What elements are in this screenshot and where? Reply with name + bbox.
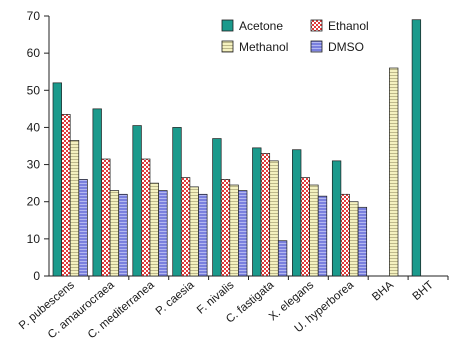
x-category-label: C. amaurocraea — [46, 279, 117, 342]
bar-acetone-u-hyperborea — [331, 160, 342, 277]
bar-acetone-c-fastigata — [252, 147, 262, 277]
bar-acetone-bht — [411, 19, 422, 277]
y-tick-label: 0 — [33, 269, 40, 283]
bar-methanol-p-pubescens — [69, 140, 80, 277]
bar-ethanol-u-hyperborea — [340, 193, 350, 277]
y-tick-label: 50 — [27, 83, 41, 97]
legend-swatch-acetone — [221, 19, 234, 32]
x-category-label: BHA — [370, 279, 396, 304]
bar-dmso-p-caesia — [198, 193, 208, 277]
bar-dmso-c-mediterranea — [158, 190, 168, 277]
bar-ethanol-f-nivalis — [220, 179, 231, 277]
bar-methanol-c-fastigata — [269, 160, 279, 277]
bar-dmso-u-hyperborea — [357, 206, 368, 277]
bar-ethanol-c-mediterranea — [141, 158, 151, 277]
bar-acetone-p-caesia — [172, 127, 182, 277]
bars — [52, 19, 449, 280]
legend-swatch-ethanol — [310, 19, 323, 32]
legend-label-acetone: Acetone — [239, 19, 283, 33]
bar-acetone-c-amaurocraea — [92, 108, 102, 277]
legend: Acetone Ethanol Methanol DMSO — [221, 19, 369, 54]
bar-acetone-c-mediterranea — [132, 125, 142, 277]
y-tick-label: 10 — [27, 232, 41, 246]
bar-dmso-f-nivalis — [238, 190, 248, 277]
bar-methanol-u-hyperborea — [349, 201, 359, 277]
bar-ethanol-c-amaurocraea — [101, 158, 111, 277]
bar-methanol-c-amaurocraea — [109, 190, 120, 277]
y-tick-label: 60 — [27, 46, 41, 60]
bar-acetone-p-pubescens — [52, 82, 62, 277]
bar-methanol-f-nivalis — [229, 184, 239, 277]
x-category-label: P. caesia — [154, 279, 197, 318]
bar-ethanol-c-fastigata — [260, 153, 271, 277]
bar-ethanol-p-caesia — [180, 177, 191, 277]
bar-methanol-p-caesia — [189, 186, 199, 277]
bar-ethanol-x-elegans — [300, 177, 310, 277]
x-category-label: C. mediterranea — [86, 279, 157, 342]
y-tick-label: 20 — [27, 195, 41, 209]
y-tick-label: 40 — [27, 120, 41, 134]
bar-dmso-c-fastigata — [277, 240, 288, 277]
bar-ethanol-p-pubescens — [61, 114, 71, 277]
y-tick-label: 70 — [27, 9, 41, 23]
bar-dmso-x-elegans — [317, 195, 328, 277]
y-axis-ticks: 0 10 20 30 40 50 60 70 — [27, 9, 49, 283]
legend-label-methanol: Methanol — [239, 40, 288, 54]
legend-swatch-methanol — [221, 40, 234, 53]
bar-dmso-p-pubescens — [78, 179, 88, 277]
bar-methanol-x-elegans — [309, 184, 319, 277]
legend-swatch-dmso — [310, 40, 323, 53]
legend-label-ethanol: Ethanol — [328, 19, 369, 33]
legend-label-dmso: DMSO — [328, 40, 364, 54]
bar-dmso-c-amaurocraea — [118, 193, 128, 277]
bar-methanol-c-mediterranea — [149, 182, 159, 277]
bar-acetone-x-elegans — [292, 149, 302, 277]
bar-acetone-f-nivalis — [212, 138, 222, 277]
bar-methanol-bha — [389, 67, 399, 277]
x-category-label: BHT — [411, 279, 436, 303]
y-tick-label: 30 — [27, 158, 41, 172]
